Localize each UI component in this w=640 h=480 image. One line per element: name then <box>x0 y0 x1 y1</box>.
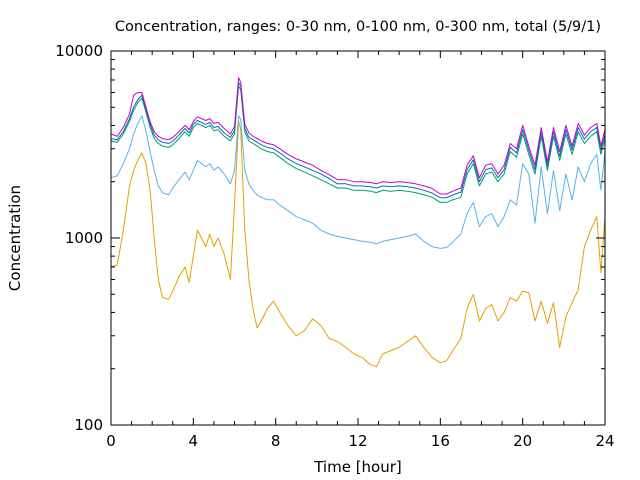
x-tick-label: 16 <box>431 432 450 450</box>
x-tick-label: 0 <box>106 432 116 450</box>
x-tick-label: 24 <box>595 432 614 450</box>
series-layer <box>111 78 605 367</box>
y-tick-label: 100 <box>74 416 103 434</box>
line-chart: Concentration, ranges: 0-30 nm, 0-100 nm… <box>0 0 640 480</box>
chart-title: Concentration, ranges: 0-30 nm, 0-100 nm… <box>115 19 601 35</box>
x-tick-label: 4 <box>189 432 199 450</box>
y-tick-label: 1000 <box>65 229 103 247</box>
series-line-5 <box>111 78 605 194</box>
series-line-3 <box>111 86 605 202</box>
x-tick-label: 8 <box>271 432 281 450</box>
y-tick-label: 10000 <box>55 42 103 60</box>
plot-frame <box>111 51 605 425</box>
y-axis-label: Concentration <box>6 185 24 291</box>
axes-layer: 0 4 8 12 16 20 24 100 1000 10000 <box>55 42 614 450</box>
series-line-4 <box>111 82 605 198</box>
x-tick-label: 20 <box>513 432 532 450</box>
x-axis-label: Time [hour] <box>313 458 402 476</box>
x-tick-label: 12 <box>348 432 367 450</box>
